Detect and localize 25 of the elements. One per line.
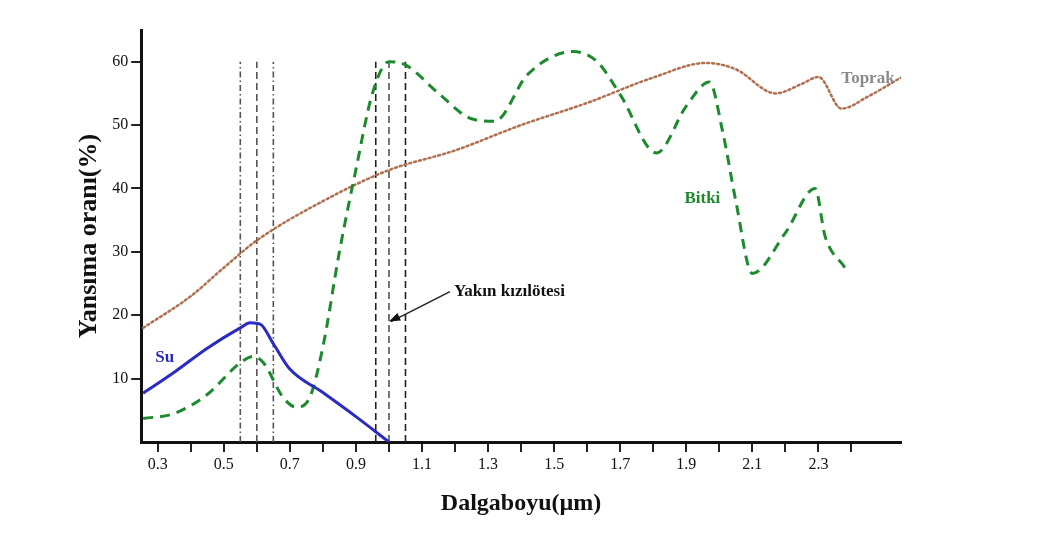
x-tick-label: 0.5: [213, 454, 234, 472]
y-tick-label: 30: [112, 242, 129, 260]
x-tick-label: 1.3: [478, 454, 499, 472]
annotation: Yakın kızılötesi: [453, 280, 566, 300]
x-tick-label: 2.3: [808, 454, 829, 472]
x-tick-label: 1.7: [610, 454, 631, 472]
line-series: [141, 61, 901, 330]
y-tick-label: 40: [112, 178, 129, 196]
y-tick-label: 20: [112, 305, 129, 323]
x-tick-label: 1.1: [412, 454, 432, 472]
x-tick-label: 1.9: [676, 454, 697, 472]
y-tick-label: 10: [112, 368, 129, 386]
series-label: Toprak: [841, 67, 896, 87]
x-tick-label: 0.7: [279, 454, 300, 472]
series-label: Bitki: [684, 187, 721, 207]
series-label: Su: [155, 346, 175, 366]
x-tick-label: 2.1: [742, 454, 763, 472]
x-tick-label: 1.5: [544, 454, 565, 472]
y-tick-label: 60: [112, 51, 129, 69]
x-tick-label: 0.9: [345, 454, 366, 472]
line-series: [141, 321, 391, 442]
x-axis-title: Dalgaboyu(µm): [440, 488, 602, 515]
y-tick-label: 50: [112, 115, 129, 133]
y-axis-title: Yansıma oranı(%): [73, 133, 103, 339]
x-tick-label: 0.3: [147, 454, 168, 472]
